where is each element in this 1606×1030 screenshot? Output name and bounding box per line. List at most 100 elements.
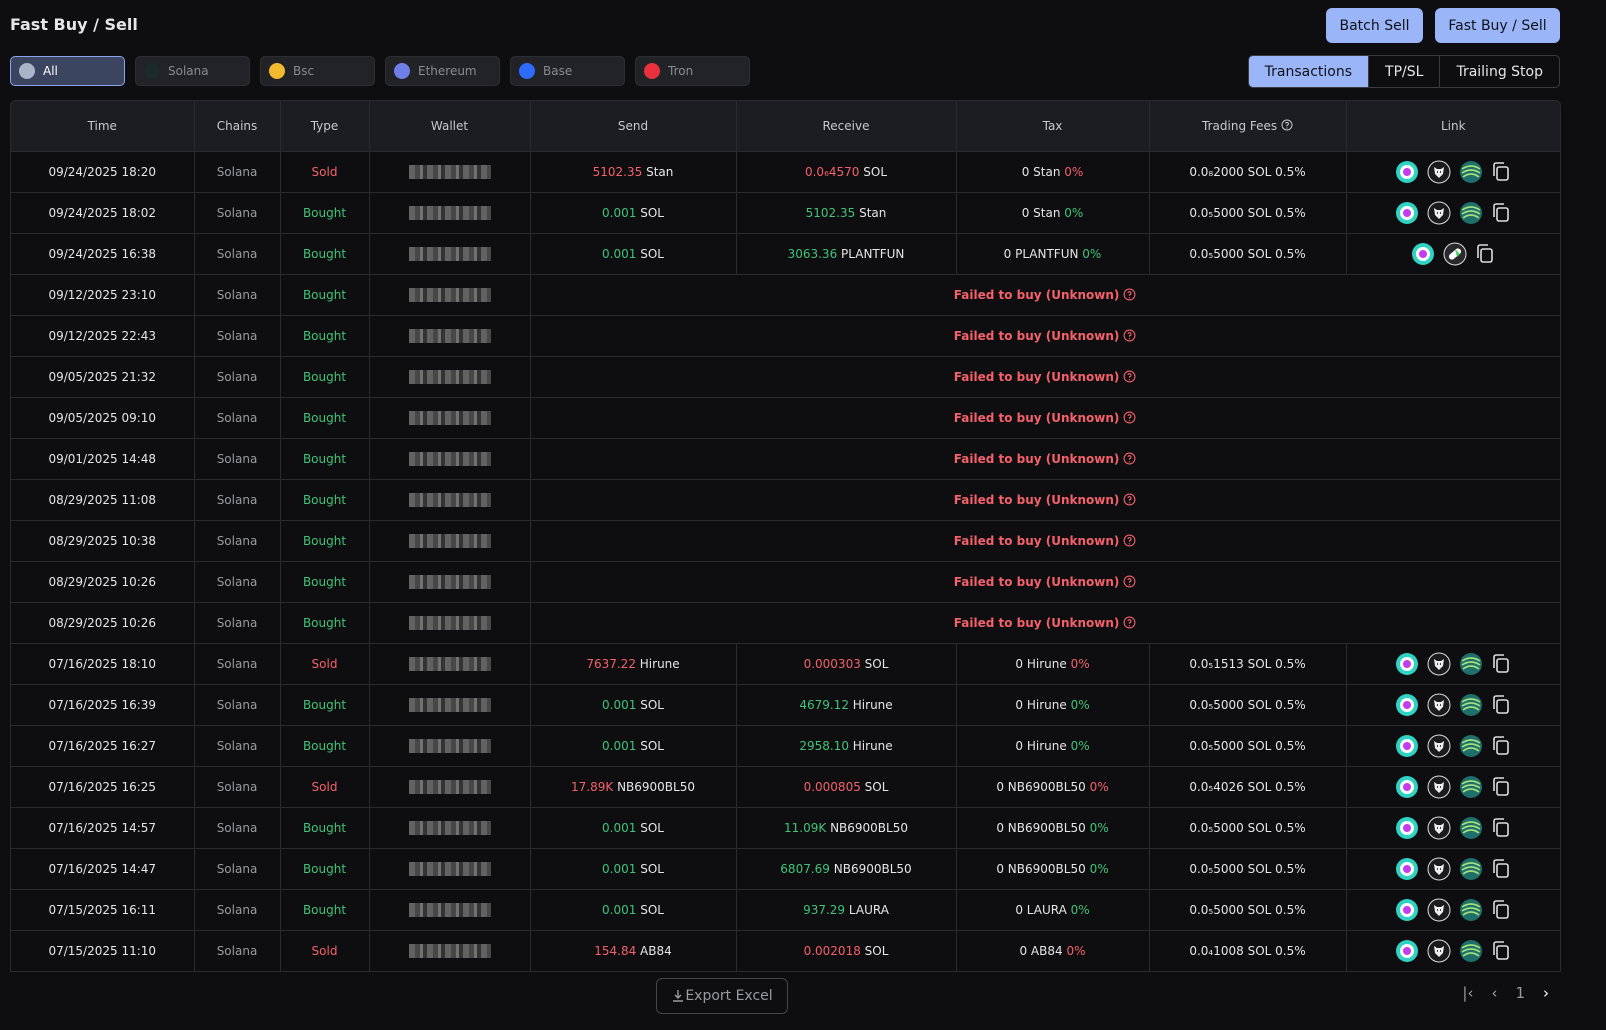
type-cell: Sold <box>280 643 370 685</box>
chain-icon <box>19 63 35 79</box>
photon-link[interactable] <box>1395 939 1419 963</box>
receive-token: Hirune <box>852 739 893 753</box>
receive-amount: 5102.35 <box>805 206 856 220</box>
view-tab[interactable]: TP/SL <box>1368 56 1439 87</box>
gmgn-link[interactable] <box>1427 898 1451 922</box>
chain-tab[interactable]: Solana <box>135 56 250 86</box>
chain-cell: Solana <box>194 561 281 603</box>
gmgn-link[interactable] <box>1427 857 1451 881</box>
send-token: SOL <box>640 903 664 917</box>
bullx-link[interactable] <box>1459 939 1483 963</box>
chain-icon <box>269 63 285 79</box>
copy-link[interactable] <box>1491 776 1511 798</box>
gmgn-link[interactable] <box>1427 734 1451 758</box>
gmgn-link[interactable] <box>1561 406 1562 430</box>
chain-cell: Solana <box>194 479 281 521</box>
page-number[interactable]: 1 <box>1515 984 1525 1002</box>
chain-tab[interactable]: Tron <box>635 56 750 86</box>
chain-label: All <box>43 64 58 78</box>
gmgn-link[interactable] <box>1561 611 1562 635</box>
export-button[interactable]: Export Excel <box>656 978 788 1014</box>
tax-cell: 0 Stan 0% <box>956 151 1150 193</box>
receive-token: SOL <box>864 944 889 958</box>
photon-link[interactable] <box>1395 816 1419 840</box>
pump-link[interactable] <box>1443 242 1467 266</box>
gmgn-link[interactable] <box>1561 488 1562 512</box>
send-cell: 154.84 AB84 <box>530 930 737 971</box>
bullx-link[interactable] <box>1459 775 1483 799</box>
copy-link[interactable] <box>1491 694 1511 716</box>
chain-tab[interactable]: Base <box>510 56 625 86</box>
gmgn-link[interactable] <box>1427 160 1451 184</box>
gmgn-link[interactable] <box>1561 529 1562 553</box>
gmgn-link[interactable] <box>1561 283 1562 307</box>
prev-page[interactable]: ‹ <box>1491 984 1498 1002</box>
wallet-redacted <box>408 370 491 385</box>
gmgn-link[interactable] <box>1561 324 1562 348</box>
photon-link[interactable] <box>1395 652 1419 676</box>
chain-tab[interactable]: Bsc <box>260 56 375 86</box>
fast-buy-sell-button[interactable]: Fast Buy / Sell <box>1435 8 1560 43</box>
gmgn-link[interactable] <box>1427 816 1451 840</box>
bullx-link[interactable] <box>1459 160 1483 184</box>
failed-message: Failed to buy (Unknown) <box>953 288 1120 302</box>
tax-amount: 0 Hirune <box>1015 739 1067 753</box>
failed-help-icon <box>1123 288 1136 301</box>
receive-token: Hirune <box>852 698 893 712</box>
photon-link[interactable] <box>1395 734 1419 758</box>
bullx-link[interactable] <box>1459 652 1483 676</box>
fee-cell: 0.0₅5000 SOL 0.5% <box>1149 725 1347 767</box>
fee-cell: 0.0₅5000 SOL 0.5% <box>1149 807 1347 849</box>
photon-link[interactable] <box>1411 242 1435 266</box>
bullx-link[interactable] <box>1459 857 1483 881</box>
copy-link[interactable] <box>1475 243 1495 265</box>
wallet-redacted <box>408 411 491 426</box>
gmgn-link[interactable] <box>1561 365 1562 389</box>
gmgn-link[interactable] <box>1427 939 1451 963</box>
photon-link[interactable] <box>1395 201 1419 225</box>
gmgn-link[interactable] <box>1427 693 1451 717</box>
photon-link[interactable] <box>1395 857 1419 881</box>
bullx-link[interactable] <box>1459 201 1483 225</box>
copy-link[interactable] <box>1491 735 1511 757</box>
copy-link[interactable] <box>1491 858 1511 880</box>
photon-link[interactable] <box>1395 898 1419 922</box>
send-token: SOL <box>640 206 664 220</box>
failed-help-icon <box>1123 575 1136 588</box>
chain-tab[interactable]: Ethereum <box>385 56 500 86</box>
bullx-link[interactable] <box>1459 693 1483 717</box>
next-page[interactable]: › <box>1543 984 1549 1002</box>
tax-rate: 0% <box>1089 821 1109 835</box>
chain-label: Solana <box>168 64 209 78</box>
batch-sell-button[interactable]: Batch Sell <box>1326 8 1423 43</box>
copy-link[interactable] <box>1561 448 1562 470</box>
gmgn-link[interactable] <box>1427 775 1451 799</box>
view-tab[interactable]: Trailing Stop <box>1439 56 1559 87</box>
transaction-row: 07/15/2025 16:11 Solana Bought 0.001 SOL 937… <box>11 889 1560 931</box>
receive-amount: 4679.12 <box>799 698 849 712</box>
copy-link[interactable] <box>1491 161 1511 183</box>
photon-link[interactable] <box>1395 775 1419 799</box>
receive-token: NB6900BL50 <box>830 821 908 835</box>
gmgn-link[interactable] <box>1427 652 1451 676</box>
chain-tab[interactable]: All <box>10 56 125 86</box>
view-tab[interactable]: Transactions <box>1248 56 1369 87</box>
photon-link[interactable] <box>1395 693 1419 717</box>
copy-link[interactable] <box>1491 899 1511 921</box>
photon-link[interactable] <box>1395 160 1419 184</box>
first-page[interactable]: |‹ <box>1462 984 1474 1002</box>
copy-link[interactable] <box>1491 653 1511 675</box>
wallet-cell <box>369 233 531 275</box>
bullx-link[interactable] <box>1459 734 1483 758</box>
bullx-link[interactable] <box>1459 898 1483 922</box>
failed-message: Failed to buy (Unknown) <box>953 534 1120 548</box>
time-cell: 08/29/2025 11:08 <box>11 479 195 521</box>
gmgn-link[interactable] <box>1561 570 1562 594</box>
transaction-row: 08/29/2025 10:26 Solana Bought Failed to bu… <box>11 602 1562 644</box>
copy-link[interactable] <box>1491 817 1511 839</box>
bullx-link[interactable] <box>1459 816 1483 840</box>
copy-link[interactable] <box>1491 202 1511 224</box>
copy-link[interactable] <box>1491 940 1511 962</box>
gmgn-link[interactable] <box>1427 201 1451 225</box>
link-icons <box>1561 406 1562 430</box>
